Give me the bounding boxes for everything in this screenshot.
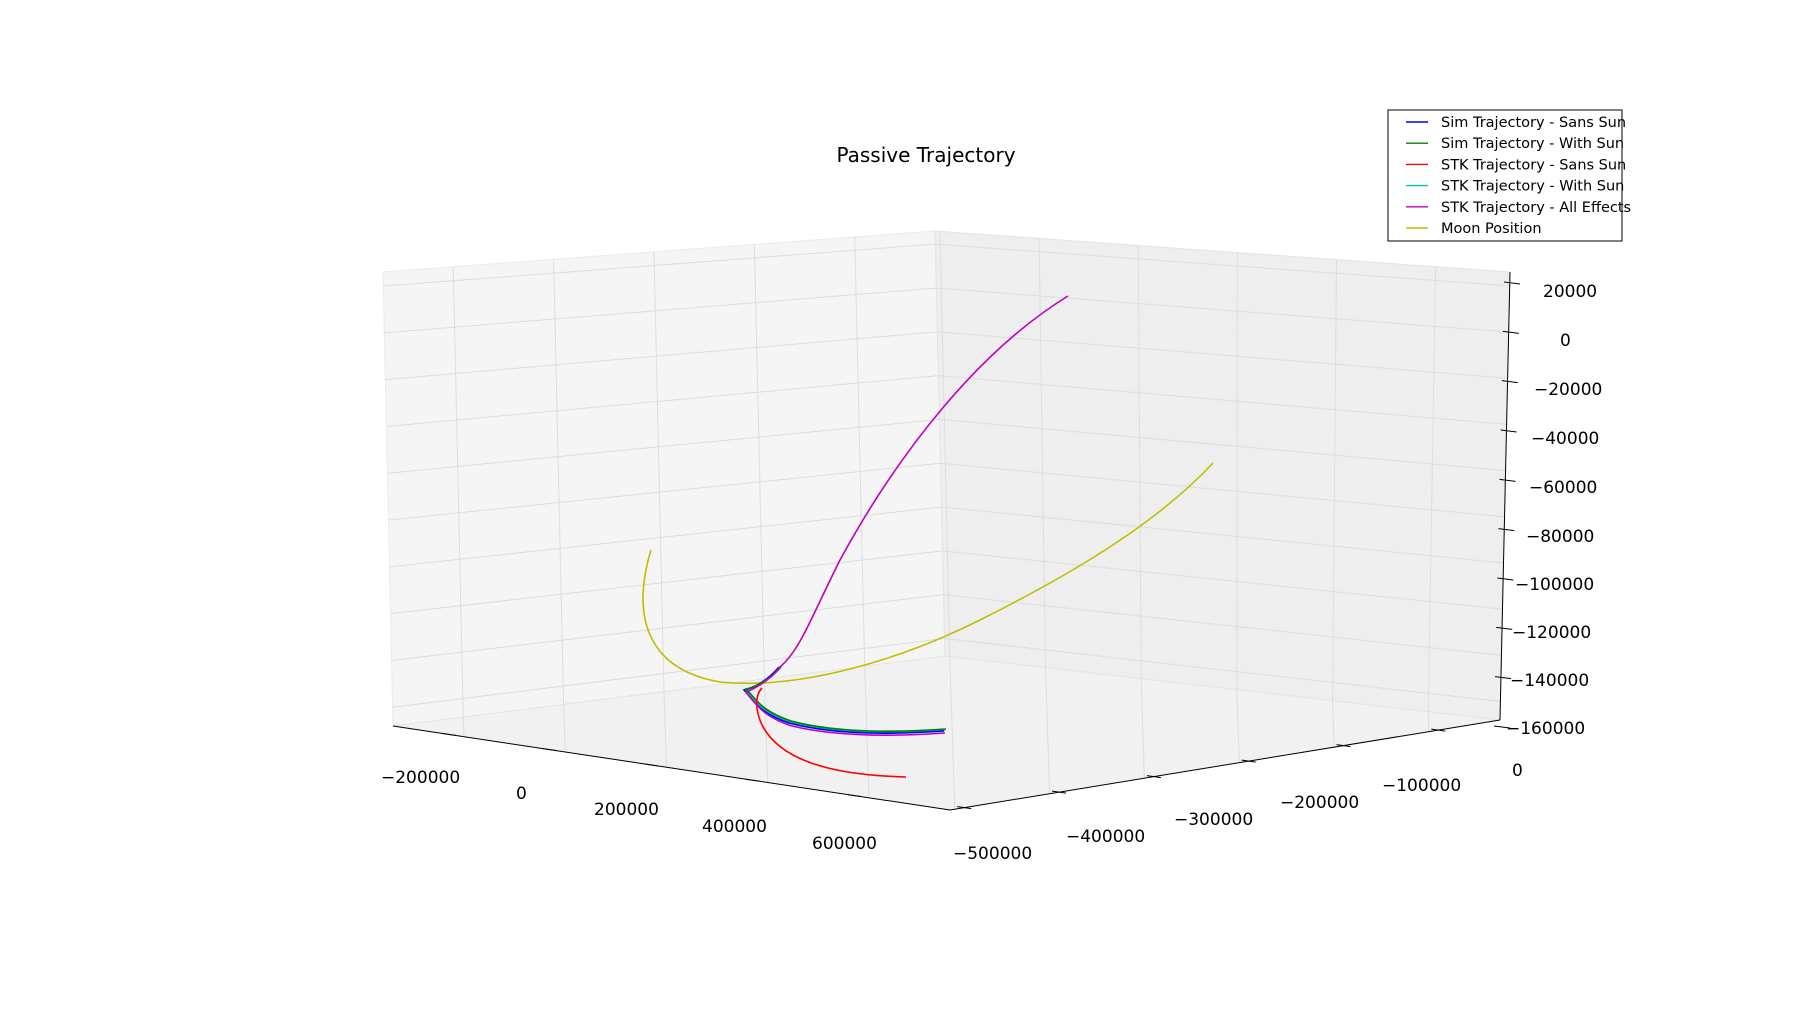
y-tick-label: −200000 (1280, 793, 1359, 813)
series-line-sim-with-sun (744, 666, 947, 733)
x-grid-line (553, 259, 566, 752)
z-tick-label: −20000 (1534, 380, 1602, 400)
z-grid-line (387, 418, 1506, 474)
z-tick-mark (1499, 478, 1516, 482)
legend-entry: STK Trajectory - Sans Sun (1406, 157, 1626, 173)
y-tick-mark (1336, 744, 1351, 748)
axes-panes (382, 230, 1511, 811)
y-grid-line (1137, 245, 1145, 779)
legend-label: Moon Position (1441, 221, 1542, 237)
x-tick-mark (846, 793, 861, 797)
z-tick-label: −140000 (1510, 671, 1589, 691)
y-tick-label: −100000 (1382, 776, 1461, 796)
series-lines (642, 295, 1214, 778)
z-grid-line (385, 331, 1508, 381)
legend-entry: Sim Trajectory - With Sun (1406, 136, 1624, 152)
z-tick-mark (1500, 429, 1517, 433)
z-tick-label: 0 (1560, 331, 1571, 351)
legend-label: STK Trajectory - All Effects (1441, 200, 1631, 216)
chart-title: Passive Trajectory (836, 143, 1015, 167)
legend: Sim Trajectory - Sans Sun Sim Trajectory … (1387, 109, 1631, 242)
z-grid-line (389, 506, 1504, 568)
z-axis-line (1499, 271, 1511, 721)
x-tick-mark (644, 763, 659, 767)
legend-entry: Sim Trajectory - Sans Sun (1406, 115, 1626, 131)
x-tick-mark (542, 748, 558, 752)
z-tick-label: −100000 (1515, 575, 1594, 595)
z-tick-labels: 20000 0 −20000 −40000 −60000 −80000 −100… (1506, 282, 1602, 739)
y-tick-mark (957, 806, 972, 810)
axis-ticks (441, 281, 1521, 810)
x-tick-mark (745, 778, 760, 782)
x-grid-line (452, 266, 465, 737)
legend-entry: STK Trajectory - With Sun (1406, 179, 1624, 195)
z-grid-line (383, 243, 1510, 287)
x-tick-label: 200000 (594, 800, 659, 820)
x-tick-label: 600000 (812, 834, 877, 854)
x-tick-label: 0 (516, 784, 527, 804)
x-grid-line (653, 251, 667, 768)
z-tick-mark (1502, 330, 1519, 334)
z-tick-label: 20000 (1543, 282, 1597, 302)
y-tick-label: 0 (1512, 761, 1523, 781)
y-tick-label: −500000 (953, 844, 1032, 864)
x-tick-label: −200000 (381, 768, 460, 788)
x-grid-line (753, 244, 769, 783)
legend-label: STK Trajectory - Sans Sun (1441, 157, 1626, 173)
y-tick-label: −400000 (1066, 827, 1145, 847)
series-line-stk-sans-sun (755, 687, 907, 778)
y-tick-mark (1241, 759, 1256, 763)
legend-box (1387, 109, 1623, 242)
z-tick-label: −80000 (1526, 527, 1594, 547)
y-grid-line (1427, 266, 1437, 732)
z-tick-mark (1501, 380, 1518, 384)
y-axis-line (949, 719, 1501, 811)
x-tick-labels: −200000 0 200000 400000 600000 (381, 768, 877, 854)
legend-entries: Sim Trajectory - Sans Sun Sim Trajectory … (1406, 115, 1631, 237)
z-tick-label: −60000 (1529, 478, 1597, 498)
y-grid-line (1038, 238, 1051, 794)
x-tick-label: 400000 (702, 817, 767, 837)
z-grid-line (391, 594, 1502, 661)
legend-label: Sim Trajectory - Sans Sun (1441, 115, 1626, 131)
y-grid-line (939, 231, 956, 810)
y-tick-mark (1146, 775, 1161, 779)
series-line-moon-position (642, 462, 1214, 685)
z-grid-line (384, 287, 1509, 334)
x-grid-line (854, 236, 870, 798)
legend-label: STK Trajectory - With Sun (1441, 179, 1624, 195)
y-tick-label: −300000 (1174, 810, 1253, 830)
z-tick-mark (1496, 626, 1513, 630)
z-tick-mark (1495, 676, 1512, 680)
legend-entry: STK Trajectory - All Effects (1406, 200, 1631, 216)
legend-label: Sim Trajectory - With Sun (1441, 136, 1624, 152)
z-tick-mark (1493, 725, 1511, 729)
y-grid-line (1332, 259, 1338, 748)
z-tick-mark (1497, 577, 1514, 581)
y-tick-labels: −500000 −400000 −300000 −200000 −100000 … (953, 761, 1523, 864)
z-tick-label: −40000 (1531, 429, 1599, 449)
y-grid-line (1236, 252, 1240, 763)
y-tick-mark (1431, 728, 1446, 732)
z-grid-line (390, 550, 1503, 615)
z-tick-label: −160000 (1506, 719, 1585, 739)
z-grid-line (392, 637, 1501, 708)
y-tick-mark (1051, 790, 1067, 794)
z-tick-mark (1498, 528, 1515, 532)
z-grid-line (388, 462, 1505, 521)
z-tick-mark (1503, 281, 1521, 285)
grid-lines (383, 231, 1510, 810)
series-line-stk-all-effects (744, 295, 1069, 737)
legend-entry: Moon Position (1406, 221, 1542, 237)
z-tick-label: −120000 (1512, 623, 1591, 643)
x-tick-mark (441, 732, 456, 736)
z-grid-line (386, 375, 1507, 427)
